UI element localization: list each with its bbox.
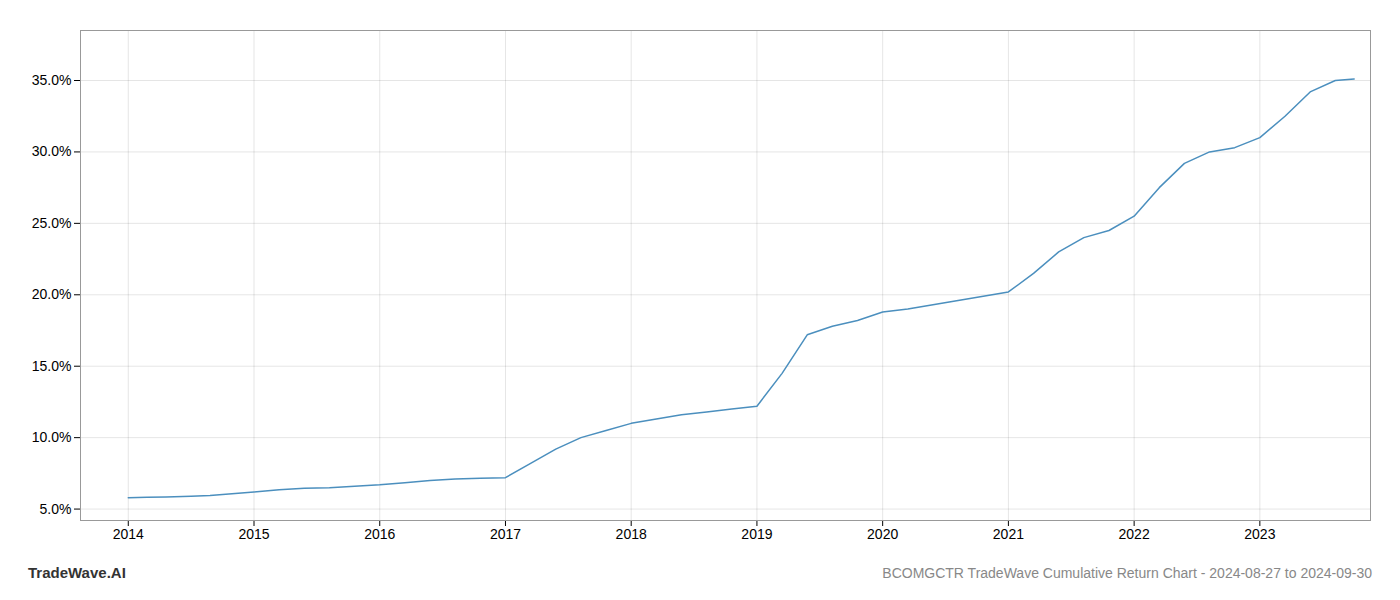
svg-text:2021: 2021 <box>993 526 1024 542</box>
html-text:TradeWave.AI: TradeWave.AI <box>28 564 126 581</box>
svg-text:30.0%: 30.0% <box>32 143 72 159</box>
svg-text:2023: 2023 <box>1244 526 1275 542</box>
svg-text:2018: 2018 <box>616 526 647 542</box>
svg-text:2019: 2019 <box>741 526 772 542</box>
svg-text:2022: 2022 <box>1119 526 1150 542</box>
svg-text:25.0%: 25.0% <box>32 215 72 231</box>
html-text:BCOMGCTR TradeWave Cumulative: BCOMGCTR TradeWave Cumulative Return Cha… <box>882 565 1372 581</box>
svg-text:5.0%: 5.0% <box>40 501 72 517</box>
svg-text:2016: 2016 <box>364 526 395 542</box>
svg-text:15.0%: 15.0% <box>32 358 72 374</box>
svg-text:10.0%: 10.0% <box>32 429 72 445</box>
svg-text:2015: 2015 <box>238 526 269 542</box>
svg-text:2020: 2020 <box>867 526 898 542</box>
svg-text:35.0%: 35.0% <box>32 72 72 88</box>
svg-text:2014: 2014 <box>113 526 144 542</box>
svg-text:2017: 2017 <box>490 526 521 542</box>
svg-text:20.0%: 20.0% <box>32 286 72 302</box>
